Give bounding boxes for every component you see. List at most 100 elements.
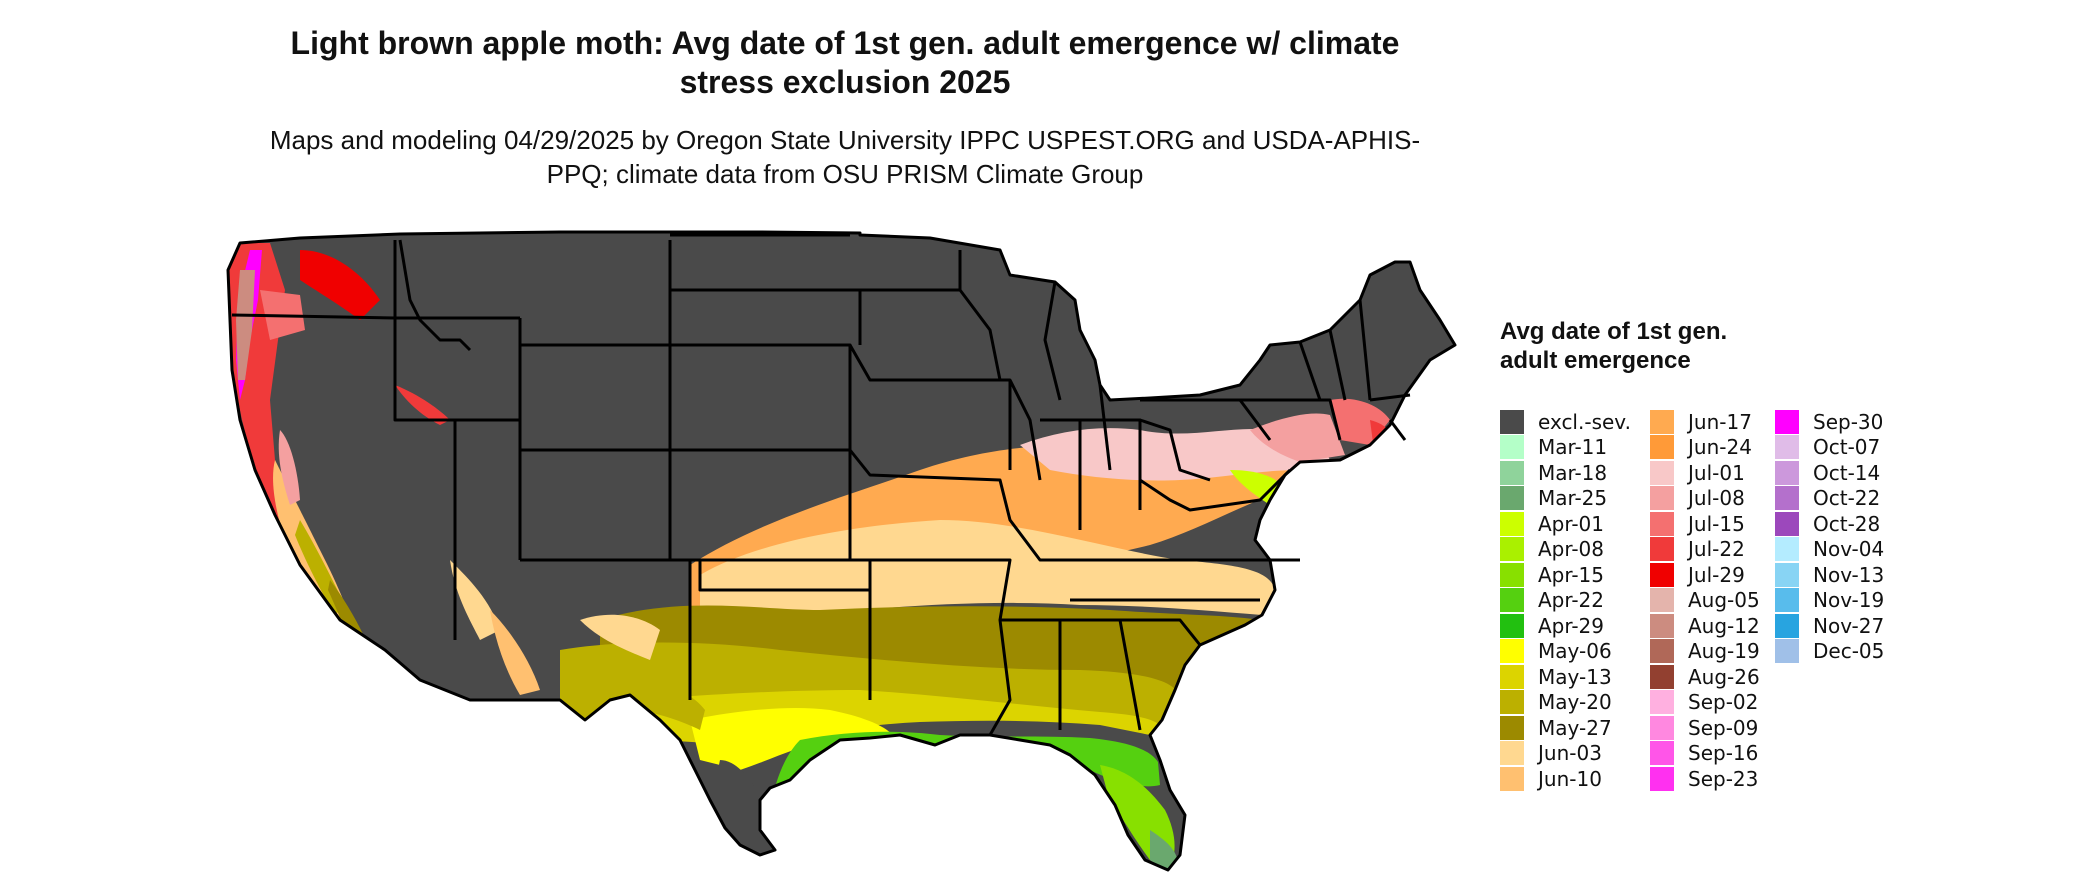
legend-item: Jul-29 (1650, 562, 1745, 587)
legend-label: Aug-19 (1688, 639, 1760, 663)
legend-item: Aug-26 (1650, 664, 1760, 689)
map-subtitle: Maps and modeling 04/29/2025 by Oregon S… (269, 125, 1421, 189)
legend-label: Apr-15 (1538, 562, 1604, 587)
legend-title: Avg date of 1st gen. adult emergence (1500, 318, 1728, 374)
legend-label: May-27 (1538, 715, 1612, 740)
legend-swatch (1775, 486, 1799, 510)
legend-label: Apr-08 (1538, 537, 1604, 561)
legend-item: Jun-24 (1650, 435, 1752, 460)
legend-item: Oct-14 (1775, 460, 1880, 485)
legend-swatch (1500, 639, 1524, 663)
legend-label: Oct-22 (1813, 486, 1881, 510)
legend-label: Sep-23 (1688, 766, 1759, 791)
legend-swatch (1650, 613, 1674, 638)
legend-label: Nov-04 (1813, 537, 1885, 561)
legend-swatch (1775, 537, 1799, 561)
legend-swatch (1775, 588, 1799, 612)
legend-swatch (1500, 613, 1524, 638)
legend-item: Nov-19 (1775, 588, 1884, 613)
legend-label: Sep-30 (1813, 409, 1884, 434)
legend-item: Jul-01 (1650, 460, 1745, 485)
legend-swatch (1500, 741, 1524, 765)
legend-swatch (1775, 460, 1799, 485)
legend-label: Jun-10 (1538, 766, 1602, 791)
legend-label: Jul-08 (1688, 486, 1745, 510)
legend-swatch (1650, 639, 1674, 663)
legend-label: Oct-28 (1813, 511, 1881, 536)
legend-label: Apr-29 (1538, 613, 1604, 638)
legend-item: Sep-09 (1650, 715, 1758, 740)
legend-label: Nov-27 (1813, 613, 1885, 638)
legend-swatch (1500, 715, 1524, 740)
legend-swatch (1650, 435, 1674, 459)
legend-label: excl.-sev. (1538, 409, 1631, 434)
legend-label: Jul-29 (1688, 562, 1745, 587)
legend-label: Oct-14 (1813, 460, 1881, 485)
legend-swatch (1650, 690, 1674, 714)
legend-swatch (1650, 409, 1674, 434)
map-legend: Avg date of 1st gen. adult emergence exc… (1500, 317, 2080, 797)
legend-items: excl.-sev. Mar-11 Mar-18 Mar-25 Apr-01 Apr-08… (1500, 409, 2080, 809)
legend-item: Apr-01 (1500, 511, 1604, 536)
legend-swatch (1500, 486, 1524, 510)
legend-label: Mar-11 (1538, 435, 1608, 459)
legend-swatch (1500, 588, 1524, 612)
legend-label: Mar-25 (1538, 486, 1608, 510)
legend-item: Apr-29 (1500, 613, 1604, 638)
legend-swatch (1650, 741, 1674, 765)
legend-item: Oct-07 (1775, 435, 1880, 460)
legend-swatch (1775, 639, 1799, 663)
legend-swatch (1650, 664, 1674, 689)
legend-label: Oct-07 (1813, 435, 1881, 459)
legend-swatch (1775, 409, 1799, 434)
legend-label: Dec-05 (1813, 639, 1885, 663)
legend-label: Nov-13 (1813, 562, 1885, 587)
legend-label: May-20 (1538, 690, 1612, 714)
legend-label: Jul-15 (1688, 511, 1745, 536)
legend-swatch (1500, 537, 1524, 561)
legend-item: Aug-19 (1650, 639, 1760, 664)
legend-label: Sep-02 (1688, 690, 1759, 714)
legend-item: Sep-23 (1650, 766, 1758, 791)
legend-item: Mar-25 (1500, 486, 1607, 511)
legend-label: Aug-26 (1688, 664, 1760, 689)
legend-item: Aug-12 (1650, 613, 1760, 638)
legend-item: Oct-22 (1775, 486, 1880, 511)
legend-label: Jul-01 (1688, 460, 1745, 485)
legend-item: Jul-22 (1650, 537, 1745, 562)
legend-swatch (1650, 537, 1674, 561)
legend-swatch (1500, 766, 1524, 791)
legend-swatch (1500, 511, 1524, 536)
legend-item: Aug-05 (1650, 588, 1760, 613)
legend-label: Aug-12 (1688, 613, 1760, 638)
legend-label: Jun-17 (1688, 409, 1752, 434)
legend-label: Aug-05 (1688, 588, 1760, 612)
legend-label: Apr-01 (1538, 511, 1604, 536)
legend-swatch (1500, 409, 1524, 434)
legend-swatch (1650, 715, 1674, 740)
legend-swatch (1775, 562, 1799, 587)
legend-item: Sep-02 (1650, 690, 1758, 715)
legend-label: Jul-22 (1688, 537, 1745, 561)
legend-item: Nov-04 (1775, 537, 1884, 562)
legend-swatch (1500, 664, 1524, 689)
legend-item: Apr-08 (1500, 537, 1604, 562)
legend-swatch (1775, 613, 1799, 638)
legend-label: May-13 (1538, 664, 1612, 689)
legend-label: Mar-18 (1538, 460, 1608, 485)
legend-item: Jun-17 (1650, 409, 1752, 434)
legend-item: Jun-10 (1500, 766, 1602, 791)
legend-item: May-20 (1500, 690, 1612, 715)
legend-item: May-06 (1500, 639, 1612, 664)
legend-swatch (1650, 460, 1674, 485)
legend-item: excl.-sev. (1500, 409, 1631, 434)
legend-item: May-27 (1500, 715, 1612, 740)
legend-item: Sep-16 (1650, 741, 1758, 766)
legend-swatch (1500, 690, 1524, 714)
legend-item: Oct-28 (1775, 511, 1880, 536)
legend-item: Mar-18 (1500, 460, 1607, 485)
legend-item: May-13 (1500, 664, 1612, 689)
legend-swatch (1500, 460, 1524, 485)
legend-swatch (1500, 435, 1524, 459)
legend-label: May-06 (1538, 639, 1612, 663)
